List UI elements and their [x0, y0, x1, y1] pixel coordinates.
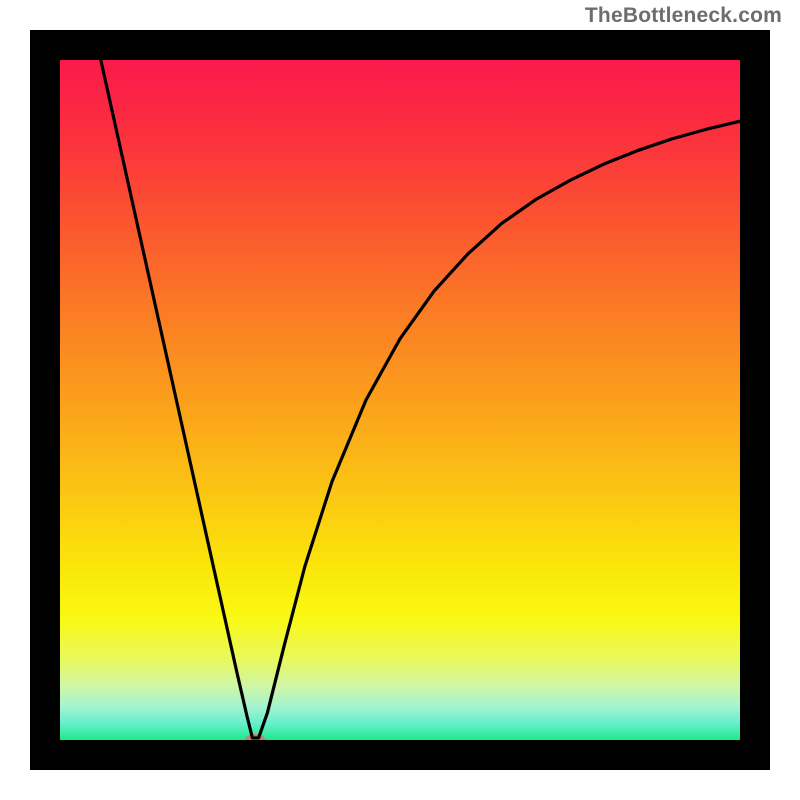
chart-container: TheBottleneck.com	[0, 0, 800, 800]
plot-background	[60, 60, 740, 740]
watermark-text: TheBottleneck.com	[585, 4, 782, 28]
chart-svg	[0, 0, 800, 800]
